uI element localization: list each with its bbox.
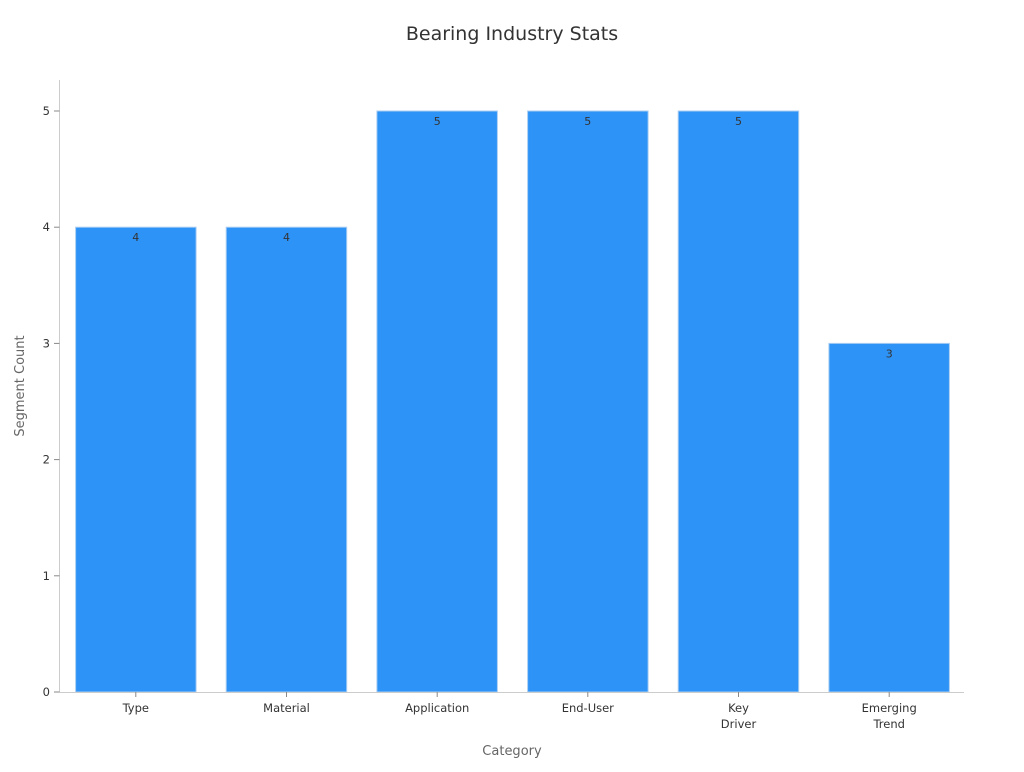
x-tick-label-0: Type [122,701,149,715]
x-tick-label-5: Emerging Trend [862,701,917,731]
data-label-0: 4 [132,231,139,244]
x-axis-ticks: Type Material Application End-User Key Driver… [122,692,917,731]
data-label-5: 3 [886,347,893,360]
y-tick-label-5: 5 [43,104,50,118]
x-tick-label-1: Material [263,701,310,715]
y-tick-label-2: 2 [43,453,50,467]
data-label-2: 5 [434,115,441,128]
x-tick-label-4: Key Driver [721,701,757,731]
chart-title: Bearing Industry Stats [406,23,618,45]
bar-2 [376,110,498,693]
bar-5 [828,342,950,693]
bar-1 [225,226,348,693]
y-axis-ticks: 0 1 2 3 4 5 [43,104,60,699]
y-tick-label-1: 1 [43,569,50,583]
y-tick-label-4: 4 [43,220,50,234]
x-axis-title: Category [482,744,542,759]
x-tick-label-2: Application [405,701,469,715]
x-tick-label-3: End-User [562,701,614,715]
bar-0 [75,226,197,693]
bar-4 [677,110,800,693]
bars [75,110,950,693]
data-label-4: 5 [735,115,742,128]
y-tick-label-3: 3 [43,336,50,350]
data-labels: 4 4 5 5 5 3 [132,115,892,360]
y-axis-title: Segment Count [13,335,28,436]
data-label-1: 4 [283,231,290,244]
bar-3 [527,110,649,693]
data-label-3: 5 [584,115,591,128]
y-tick-label-0: 0 [43,685,50,699]
